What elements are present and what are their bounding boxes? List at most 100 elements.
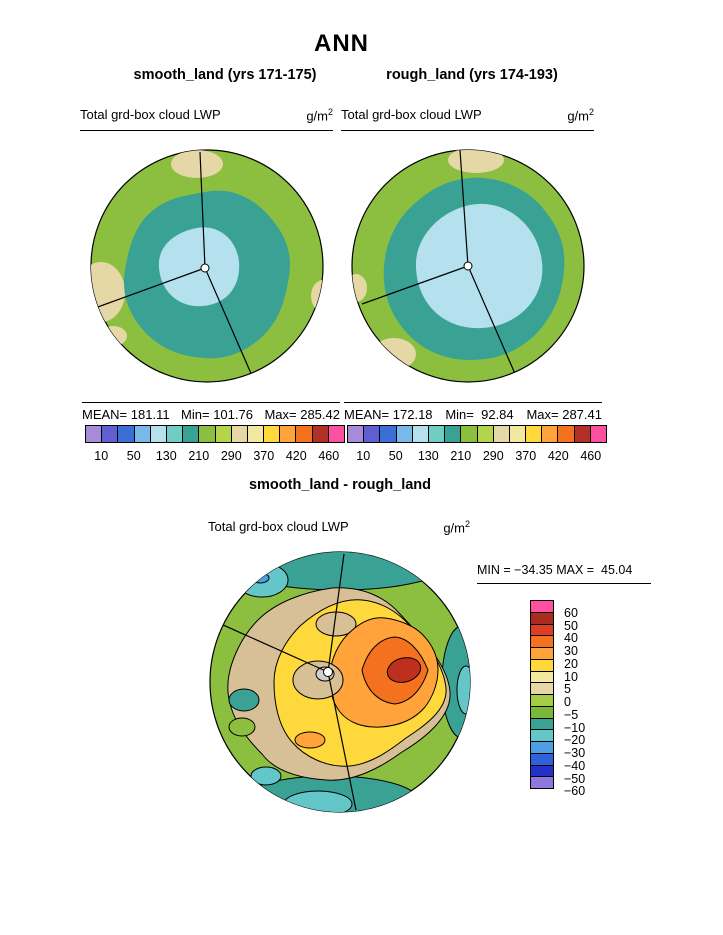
colorbar-cell (214, 425, 232, 443)
colorbar-cell (427, 425, 446, 443)
colorbar-tick-label: 290 (220, 449, 242, 463)
colorbar-label: −50 (564, 771, 586, 786)
colorbar-tick-label: 290 (482, 449, 504, 463)
colorbar-label: 50 (564, 618, 578, 633)
colorbar-cell (133, 425, 151, 443)
contour-region-tan (448, 150, 504, 173)
colorbar-cell (198, 425, 216, 443)
figure-title: ANN (314, 30, 369, 57)
meridian-lines (211, 553, 357, 811)
colorbar-cell (246, 425, 265, 443)
colorbar-tick-label: 10 (94, 449, 109, 463)
colorbar-label: 30 (564, 644, 578, 658)
contour-region-tan (91, 262, 125, 322)
lwp-contour-regions (352, 150, 565, 377)
colorbar-cell (395, 425, 413, 443)
contour-region-tan (99, 326, 127, 346)
meridian-line (204, 267, 254, 379)
colorbar-tick-label: 210 (450, 449, 472, 463)
units-label: g/m2 (567, 107, 594, 124)
colorbar-cell (589, 425, 607, 443)
contour-region-lightblue (415, 203, 543, 329)
colorbar-tick-label: 370 (253, 449, 275, 463)
contour-region-cyan (250, 766, 282, 786)
mean-value: MEAN= 172.18 (344, 407, 433, 422)
contour-region-tan (372, 338, 416, 370)
colorbar-label: −10 (564, 720, 586, 735)
colorbar-cell (230, 425, 248, 443)
contour-region-cyan (456, 665, 470, 715)
smooth-land-map (90, 149, 324, 383)
field-label: Total grd-box cloud LWP (341, 107, 482, 122)
lwp-contour-regions (91, 150, 323, 379)
colorbar-cell (363, 425, 381, 443)
field-label: Total grd-box cloud LWP (80, 107, 221, 122)
colorbar-cell (327, 425, 345, 443)
pole-marker (463, 261, 473, 271)
colorbar-label: −20 (564, 733, 586, 748)
diff-colorbar (530, 600, 554, 789)
meridian-line (361, 265, 469, 305)
colorbar-cell (460, 425, 478, 443)
colorbar-cell (85, 425, 103, 443)
diff-minmax-label: MIN = −34.35 MAX = 45.04 (477, 563, 651, 584)
rough-land-map (351, 149, 585, 383)
colorbar-tick-label: 210 (188, 449, 210, 463)
diff-contour-regions (211, 552, 470, 812)
contour-region-lightblue (158, 227, 240, 307)
pole-marker (323, 667, 333, 677)
units-label: g/m2 (443, 519, 470, 536)
colorbar-cell (541, 425, 559, 443)
max-value: Max= 285.42 (264, 407, 340, 422)
smooth-colorbar-ticks: 10 50 130 210 290 370 420 460 (85, 449, 345, 463)
colorbar-cell (117, 425, 135, 443)
colorbar-label: 10 (564, 669, 578, 684)
colorbar-tick-label: 130 (155, 449, 177, 463)
colorbar-cell (347, 425, 365, 443)
rough-colorbar-ticks: 10 50 130 210 290 370 420 460 (347, 449, 607, 463)
meridian-line (199, 151, 206, 269)
smooth-colorbar (85, 425, 345, 443)
colorbar-cell (525, 425, 543, 443)
colorbar-label: −30 (564, 746, 586, 760)
colorbar-label: −5 (564, 707, 579, 722)
meridian-line (94, 267, 206, 309)
colorbar-cell (101, 425, 119, 443)
panel-rough-header: Total grd-box cloud LWP g/m2 (341, 107, 594, 132)
colorbar-cell (263, 425, 281, 443)
colorbar-cell (492, 425, 510, 443)
contour-region-tan (292, 660, 344, 700)
colorbar-cell (411, 425, 429, 443)
units-label: g/m2 (306, 107, 333, 124)
colorbar-tick-label: 50 (126, 449, 141, 463)
contour-region-tan (171, 150, 223, 178)
colorbar-cell (149, 425, 167, 443)
pole-marker (200, 263, 210, 273)
colorbar-cell (444, 425, 462, 443)
meridian-lines (94, 151, 254, 379)
colorbar-label: 60 (564, 605, 578, 620)
diff-panel-title: smooth_land - rough_land (248, 477, 432, 493)
panel-smooth-header: Total grd-box cloud LWP g/m2 (80, 107, 333, 132)
colorbar-tick-label: 130 (417, 449, 439, 463)
colorbar-tick-label: 370 (515, 449, 537, 463)
min-value: Min= 92.84 (445, 407, 514, 422)
meridian-line (459, 150, 469, 267)
colorbar-tick-label: 460 (580, 449, 602, 463)
meridian-line (327, 671, 357, 811)
colorbar-cell (311, 425, 329, 443)
colorbar-cell (530, 776, 554, 789)
colorbar-cell (379, 425, 397, 443)
colorbar-tick-label: 10 (356, 449, 371, 463)
meridian-lines (361, 150, 517, 377)
contour-region-tan (352, 274, 367, 302)
meridian-line (211, 619, 329, 673)
colorbar-tick-label: 420 (547, 449, 569, 463)
colorbar-label: 40 (564, 631, 578, 646)
meridian-line (467, 265, 517, 377)
colorbar-cell (182, 425, 200, 443)
colorbar-tick-label: 460 (318, 449, 340, 463)
meridian-line (327, 553, 345, 673)
colorbar-label: 5 (564, 682, 571, 697)
